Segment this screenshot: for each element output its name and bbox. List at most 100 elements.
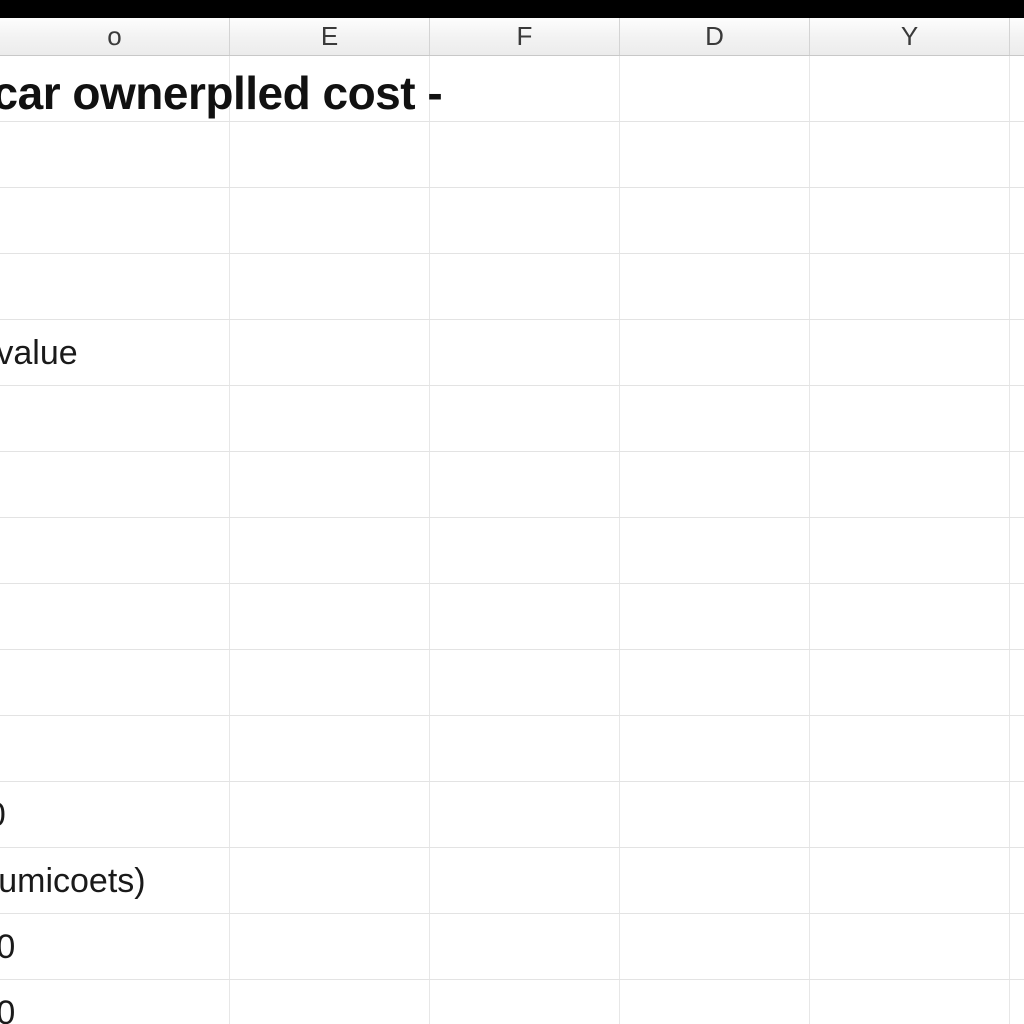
cell[interactable] [810,452,1010,517]
cell[interactable] [810,980,1010,1024]
cell[interactable] [0,980,230,1024]
cell[interactable] [430,254,620,319]
cell[interactable] [620,782,810,847]
cell[interactable] [620,320,810,385]
cell[interactable] [230,254,430,319]
cell[interactable] [620,914,810,979]
cell[interactable] [620,980,810,1024]
cell[interactable] [810,122,1010,187]
cell[interactable] [0,386,230,451]
cell[interactable] [810,188,1010,253]
cell[interactable] [430,188,620,253]
grid-row [0,188,1024,254]
cell[interactable] [1010,650,1024,715]
cell[interactable] [0,254,230,319]
cell[interactable] [230,650,430,715]
column-header-E[interactable]: E [230,18,430,55]
cell[interactable] [430,716,620,781]
cell[interactable] [430,320,620,385]
grid-row [0,122,1024,188]
cell[interactable] [620,386,810,451]
cell[interactable] [620,518,810,583]
cell[interactable] [430,518,620,583]
cell[interactable] [810,716,1010,781]
cell[interactable] [1010,716,1024,781]
cell[interactable] [0,584,230,649]
cell[interactable] [0,848,230,913]
cell[interactable] [0,56,230,121]
cell[interactable] [0,518,230,583]
cell[interactable] [1010,782,1024,847]
cell[interactable] [810,320,1010,385]
cell[interactable] [0,650,230,715]
cell[interactable] [810,782,1010,847]
cell[interactable] [810,518,1010,583]
cell[interactable] [620,56,810,121]
cell[interactable] [430,56,620,121]
cell[interactable] [620,650,810,715]
cell[interactable] [0,716,230,781]
cell[interactable] [230,188,430,253]
cell[interactable] [1010,452,1024,517]
cell[interactable] [230,782,430,847]
cell[interactable] [230,848,430,913]
cell[interactable] [0,782,230,847]
cell[interactable] [620,848,810,913]
cell[interactable] [0,320,230,385]
cell[interactable] [230,584,430,649]
column-header-F[interactable]: F [430,18,620,55]
cell[interactable] [430,650,620,715]
cell[interactable] [230,980,430,1024]
cell[interactable] [1010,56,1024,121]
cell[interactable] [0,914,230,979]
cell[interactable] [1010,254,1024,319]
cell[interactable] [620,452,810,517]
cell[interactable] [430,848,620,913]
cell[interactable] [620,584,810,649]
cell[interactable] [620,254,810,319]
cell[interactable] [430,980,620,1024]
cell[interactable] [810,254,1010,319]
cell[interactable] [430,452,620,517]
cell[interactable] [620,122,810,187]
cell[interactable] [230,122,430,187]
cell[interactable] [230,518,430,583]
cell[interactable] [430,386,620,451]
cell[interactable] [620,188,810,253]
cell[interactable] [430,782,620,847]
cell[interactable] [1010,188,1024,253]
cell[interactable] [230,56,430,121]
cell[interactable] [810,386,1010,451]
grid-row [0,518,1024,584]
cell[interactable] [230,386,430,451]
cell[interactable] [810,848,1010,913]
cell[interactable] [1010,584,1024,649]
cell[interactable] [1010,914,1024,979]
cell[interactable] [230,320,430,385]
cell[interactable] [1010,386,1024,451]
column-header-o[interactable]: o [0,18,230,55]
cell[interactable] [1010,320,1024,385]
cell[interactable] [0,452,230,517]
cell[interactable] [810,914,1010,979]
cell[interactable] [620,716,810,781]
cell[interactable] [1010,980,1024,1024]
cell[interactable] [0,188,230,253]
cell[interactable] [1010,518,1024,583]
column-header-S[interactable]: S [1010,18,1024,55]
cell[interactable] [230,716,430,781]
cell-grid[interactable]: ı car ownerplled cost - e valueso10Vlumi… [0,56,1024,1024]
column-header-D[interactable]: D [620,18,810,55]
cell[interactable] [1010,122,1024,187]
cell[interactable] [230,452,430,517]
cell[interactable] [810,650,1010,715]
cell[interactable] [810,56,1010,121]
cell[interactable] [810,584,1010,649]
column-header-Y[interactable]: Y [810,18,1010,55]
cell[interactable] [430,914,620,979]
cell[interactable] [430,584,620,649]
cell[interactable] [230,914,430,979]
cell[interactable] [430,122,620,187]
cell[interactable] [0,122,230,187]
cell[interactable] [1010,848,1024,913]
